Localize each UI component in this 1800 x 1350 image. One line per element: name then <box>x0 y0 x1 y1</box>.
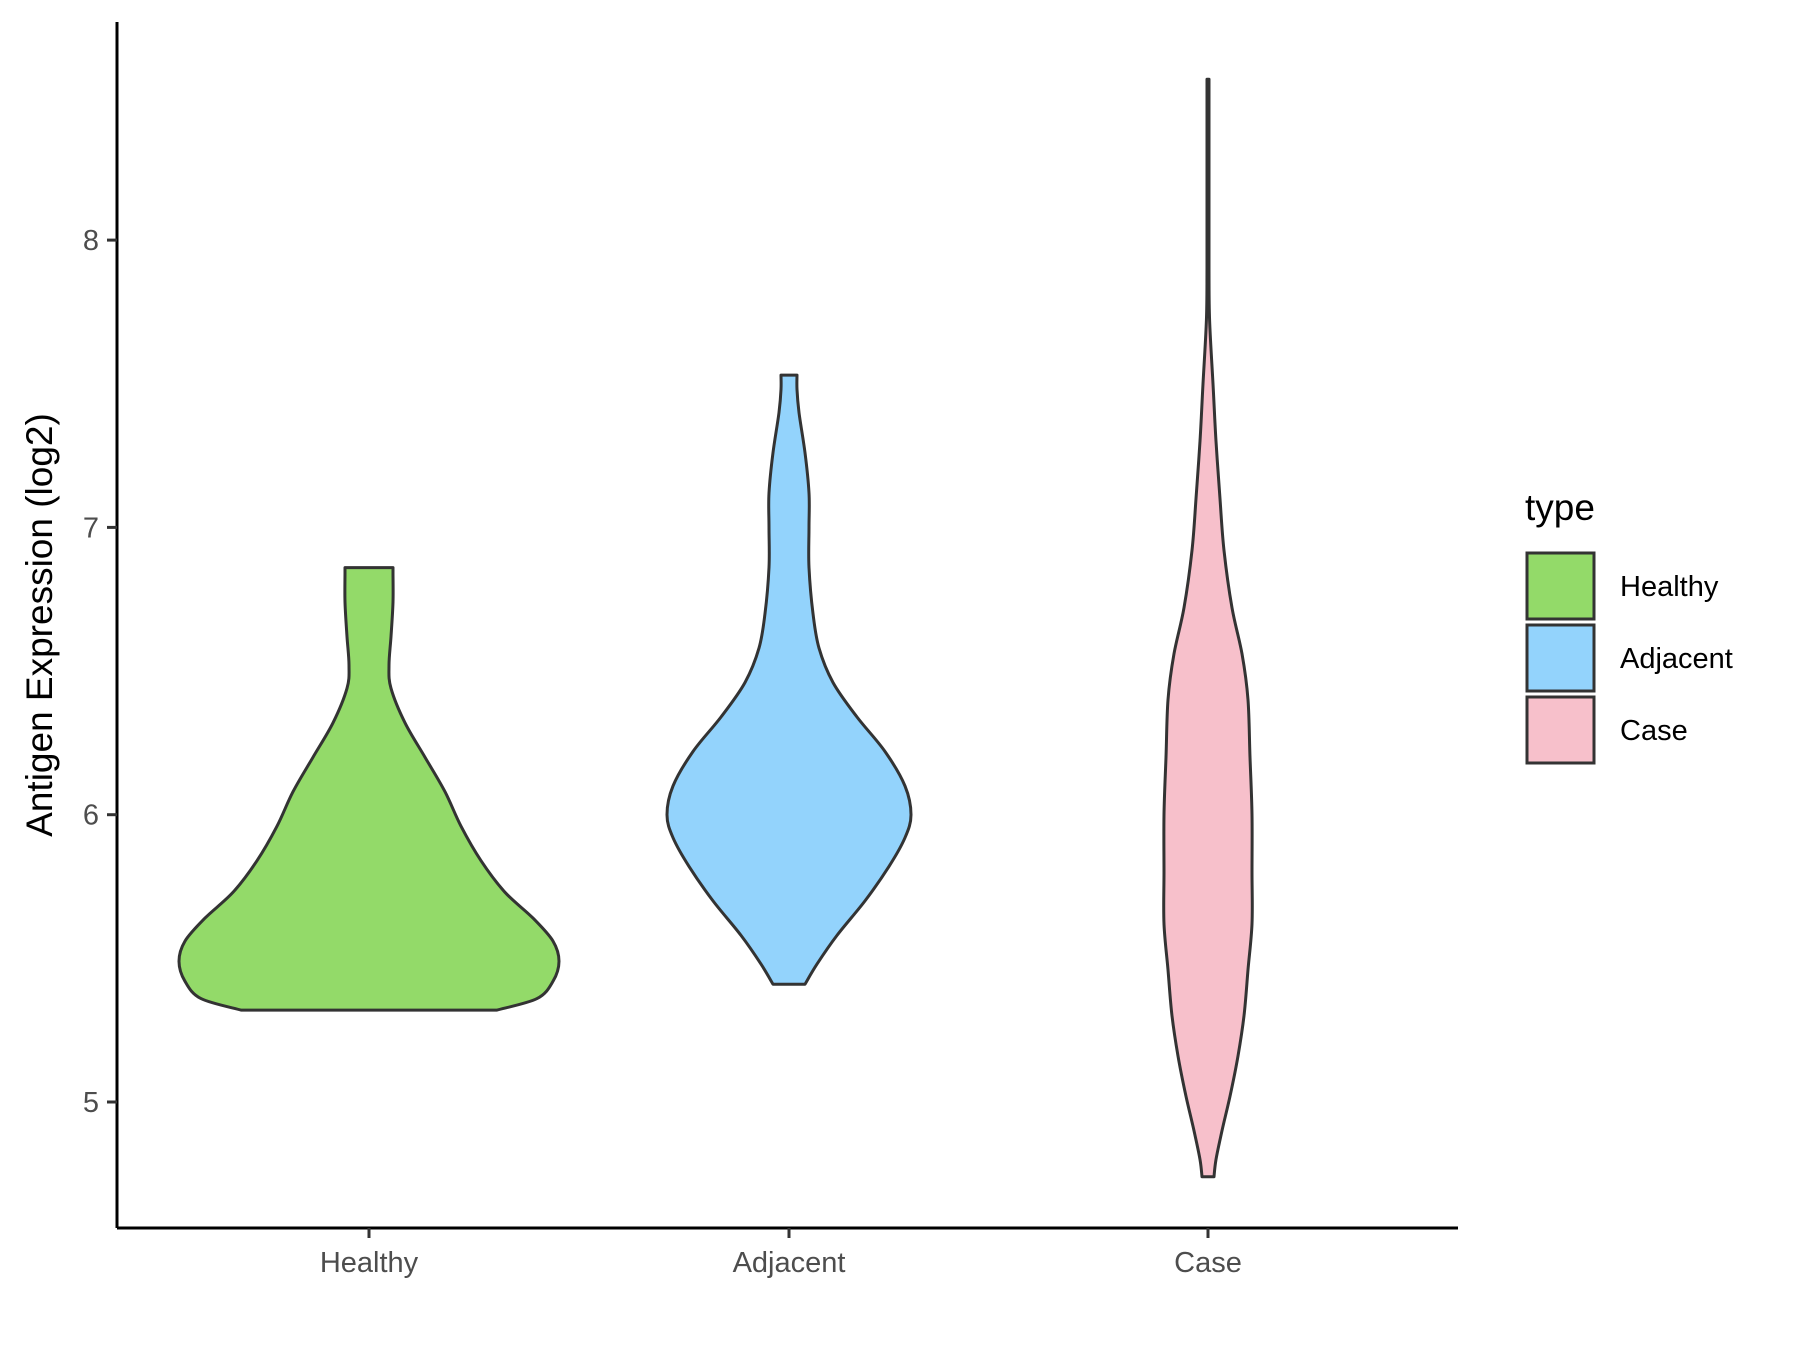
violin-case <box>1162 77 1254 1179</box>
violins-group <box>177 77 1254 1179</box>
x-tick-label: Case <box>1174 1247 1242 1279</box>
y-tick-label: 6 <box>83 800 99 832</box>
y-tick-label: 8 <box>83 225 99 257</box>
x-tick-label: Healthy <box>320 1247 419 1279</box>
legend-label-adjacent: Adjacent <box>1620 643 1733 675</box>
legend-swatch-healthy <box>1525 551 1596 621</box>
y-tick-label: 5 <box>83 1087 99 1119</box>
x-axis: Healthy Adjacent Case <box>117 1226 1458 1279</box>
legend-swatch-case <box>1525 695 1596 765</box>
violin-adjacent <box>665 373 913 986</box>
y-axis-title: Antigen Expression (log2) <box>19 413 60 837</box>
y-axis: 5 6 7 8 <box>83 22 119 1228</box>
legend-label-healthy: Healthy <box>1620 571 1719 603</box>
x-tick-label: Adjacent <box>733 1247 846 1279</box>
legend-label-case: Case <box>1620 715 1688 747</box>
violin-healthy <box>177 566 561 1012</box>
y-tick-label: 7 <box>83 512 99 544</box>
legend-swatch-adjacent <box>1525 623 1596 693</box>
legend: type Healthy Adjacent Case <box>1525 487 1733 765</box>
legend-title: type <box>1525 487 1595 528</box>
